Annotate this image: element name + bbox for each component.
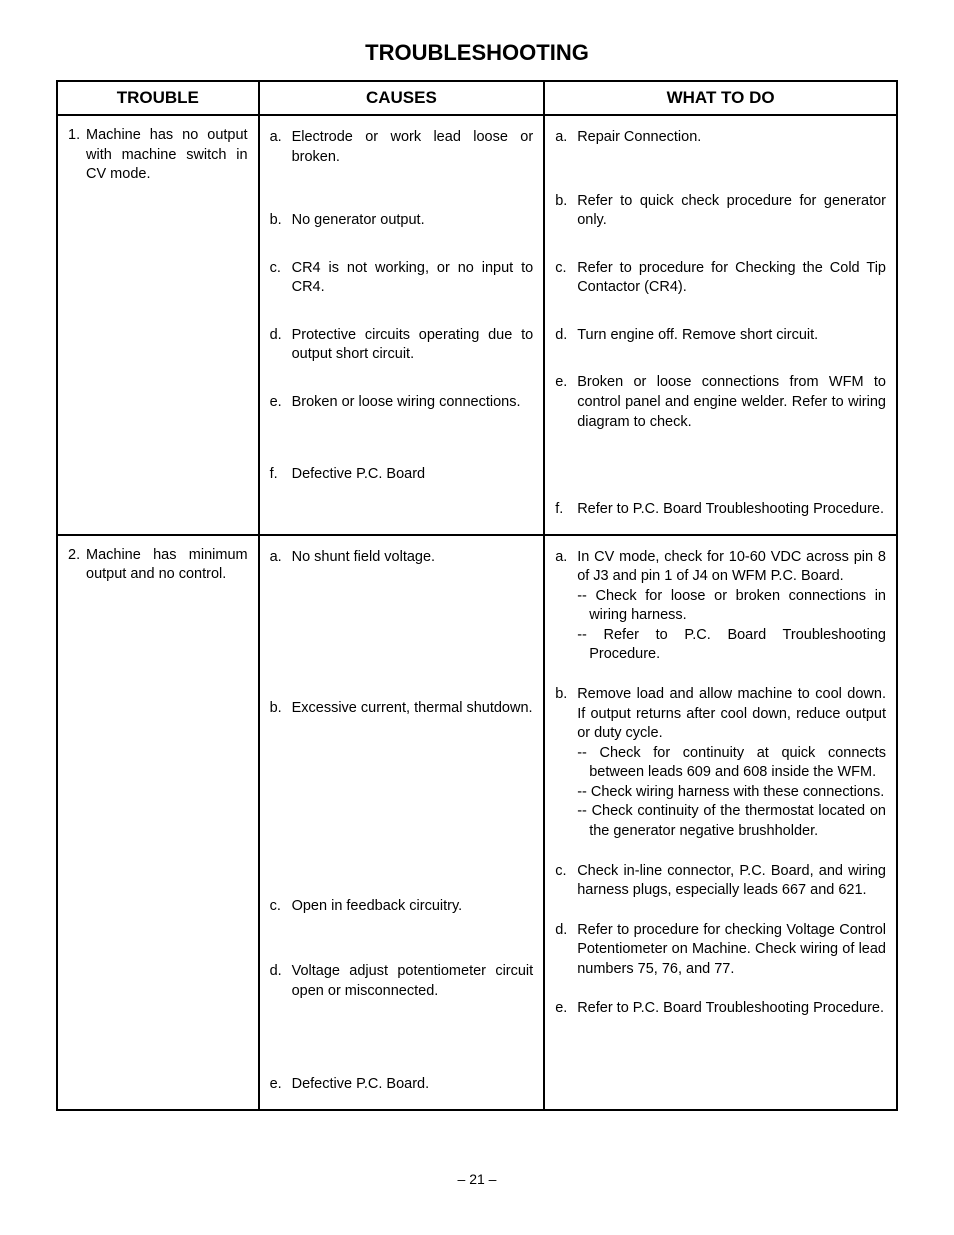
what-item: a.In CV mode, check for 10-60 VDC across…: [555, 548, 886, 665]
what-item: b.Remove load and allow machine to cool …: [555, 685, 886, 842]
what-item: a.Repair Connection.: [555, 128, 886, 148]
what-text: Check in-line connector, P.C. Board, and…: [577, 862, 886, 901]
table-row: 1.Machine has no output with machine swi…: [57, 115, 897, 535]
what-text: Broken or loose connections from WFM to …: [577, 373, 886, 432]
what-label: d.: [555, 921, 577, 980]
cause-label: b.: [270, 211, 292, 231]
what-item: f.Refer to P.C. Board Troubleshooting Pr…: [555, 500, 886, 520]
header-causes: CAUSES: [259, 81, 545, 115]
trouble-number: 1.: [68, 126, 86, 185]
trouble-text: Machine has minimum output and no contro…: [86, 546, 248, 585]
cause-item: a.No shunt field voltage.: [270, 548, 534, 568]
cause-item: e.Broken or loose wiring connec­tions.: [270, 393, 534, 413]
what-label: a.: [555, 128, 577, 148]
cause-text: Broken or loose wiring connec­tions.: [292, 393, 534, 413]
what-label: c.: [555, 862, 577, 901]
cause-label: f.: [270, 465, 292, 485]
table-body: 1.Machine has no output with machine swi…: [57, 115, 897, 1110]
what-subitem: -- Check for continuity at quick con­nec…: [577, 744, 886, 783]
page-number: – 21 –: [56, 1171, 898, 1187]
what-label: d.: [555, 326, 577, 346]
table-row: 2.Machine has minimum output and no cont…: [57, 535, 897, 1110]
cause-item: c.CR4 is not working, or no input to CR4…: [270, 259, 534, 298]
what-label: b.: [555, 192, 577, 231]
cause-label: c.: [270, 259, 292, 298]
what-item: c.Refer to procedure for Checking the Co…: [555, 259, 886, 298]
what-item: d.Turn engine off. Remove short circuit.: [555, 326, 886, 346]
what-item: e.Broken or loose connections from WFM t…: [555, 373, 886, 432]
what-label: c.: [555, 259, 577, 298]
trouble-cell: 1.Machine has no output with machine swi…: [57, 115, 259, 535]
cause-text: No shunt field voltage.: [292, 548, 534, 568]
what-subitem: -- Refer to P.C. Board Troubleshooting P…: [577, 626, 886, 665]
cause-label: e.: [270, 393, 292, 413]
cause-item: e.Defective P.C. Board.: [270, 1075, 534, 1095]
trouble-cell: 2.Machine has minimum output and no cont…: [57, 535, 259, 1110]
causes-cell: a.No shunt field voltage. b.Excessive cur…: [259, 535, 545, 1110]
page-title: TROUBLESHOOTING: [56, 40, 898, 66]
what-text: Refer to procedure for checking Voltage …: [577, 921, 886, 980]
troubleshooting-table: TROUBLE CAUSES WHAT TO DO 1.Machine has …: [56, 80, 898, 1111]
header-trouble: TROUBLE: [57, 81, 259, 115]
what-item: b.Refer to quick check procedure for gen…: [555, 192, 886, 231]
what-label: e.: [555, 373, 577, 432]
what-text: Refer to procedure for Checking the Cold…: [577, 259, 886, 298]
cause-text: Voltage adjust potentiometer circuit ope…: [292, 962, 534, 1001]
cause-text: CR4 is not working, or no input to CR4.: [292, 259, 534, 298]
what-subitem: -- Check for loose or broken connections…: [577, 587, 886, 626]
what-text: Refer to P.C. Board Troubleshooting Proc…: [577, 500, 886, 520]
cause-item: d.Voltage adjust potentiometer circuit o…: [270, 962, 534, 1001]
what-subitem: -- Check wiring harness with these conne…: [577, 783, 886, 803]
cause-label: b.: [270, 699, 292, 719]
cause-text: No generator output.: [292, 211, 534, 231]
what-text: Remove load and allow machine to cool do…: [577, 685, 886, 842]
what-item: c.Check in-line connector, P.C. Board, a…: [555, 862, 886, 901]
what-subitem: -- Check continuity of the thermostat lo…: [577, 802, 886, 841]
trouble-number: 2.: [68, 546, 86, 585]
what-item: e.Refer to P.C. Board Troubleshooting Pr…: [555, 999, 886, 1019]
cause-item: d.Protective circuits operating due to o…: [270, 326, 534, 365]
cause-label: d.: [270, 962, 292, 1001]
what-item: d.Refer to procedure for checking Voltag…: [555, 921, 886, 980]
what-text: Repair Connection.: [577, 128, 886, 148]
what-label: f.: [555, 500, 577, 520]
cause-item: a.Electrode or work lead loose or broken…: [270, 128, 534, 167]
page: TROUBLESHOOTING TROUBLE CAUSES WHAT TO D…: [0, 0, 954, 1227]
cause-item: c.Open in feedback circuitry.: [270, 897, 534, 917]
what-cell: a.Repair Connection. b.Refer to quick che…: [544, 115, 897, 535]
cause-label: a.: [270, 548, 292, 568]
cause-text: Open in feedback circuitry.: [292, 897, 534, 917]
what-text: Refer to quick check procedure for gener…: [577, 192, 886, 231]
cause-text: Defective P.C. Board: [292, 465, 534, 485]
header-what: WHAT TO DO: [544, 81, 897, 115]
cause-label: d.: [270, 326, 292, 365]
cause-item: b.Excessive current, thermal shut­down.: [270, 699, 534, 719]
causes-cell: a.Electrode or work lead loose or broken…: [259, 115, 545, 535]
what-label: b.: [555, 685, 577, 842]
what-text: Turn engine off. Remove short circuit.: [577, 326, 886, 346]
what-text: Refer to P.C. Board Troubleshooting Proc…: [577, 999, 886, 1019]
cause-item: f.Defective P.C. Board: [270, 465, 534, 485]
cause-label: a.: [270, 128, 292, 167]
what-label: e.: [555, 999, 577, 1019]
cause-text: Electrode or work lead loose or broken.: [292, 128, 534, 167]
trouble-text: Machine has no output with machine switc…: [86, 126, 248, 185]
cause-label: c.: [270, 897, 292, 917]
what-text: In CV mode, check for 10-60 VDC across p…: [577, 548, 886, 665]
cause-item: b.No generator output.: [270, 211, 534, 231]
cause-text: Defective P.C. Board.: [292, 1075, 534, 1095]
what-label: a.: [555, 548, 577, 665]
what-cell: a.In CV mode, check for 10-60 VDC across…: [544, 535, 897, 1110]
cause-label: e.: [270, 1075, 292, 1095]
cause-text: Protective circuits operating due to out…: [292, 326, 534, 365]
cause-text: Excessive current, thermal shut­down.: [292, 699, 534, 719]
